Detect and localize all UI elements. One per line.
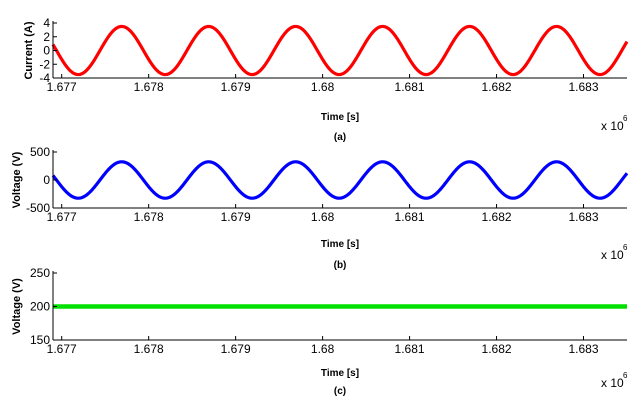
x-tick-label: 1.68 — [311, 342, 335, 356]
x-axis-multiplier: x 10 — [601, 119, 624, 133]
x-tick-label: 1.682 — [482, 210, 512, 224]
x-tick-label: 1.681 — [395, 80, 425, 94]
x-axis-multiplier-exponent: 6 — [623, 243, 628, 252]
series-line-2-1 — [51, 160, 629, 200]
x-axis-label: Time [s] — [321, 239, 359, 250]
y-axis-label: Voltage (V) — [11, 151, 23, 208]
x-tick-label: 1.682 — [482, 80, 512, 94]
x-axis-multiplier: x 10 — [601, 376, 624, 390]
y-tick-label: 250 — [30, 266, 50, 280]
x-axis-multiplier: x 10 — [601, 248, 624, 262]
panel-3: 1.677 1.678 1.679 1.68 1.681 1.682 1.683 150 200… — [11, 266, 628, 397]
y-tick-label: 4 — [43, 16, 50, 30]
y-tick-label: 2 — [43, 30, 50, 44]
y-tick-label: 0 — [43, 44, 50, 58]
y-axis-label: Current (A) — [23, 21, 35, 79]
x-tick-label: 1.679 — [221, 342, 251, 356]
panel-1: 1.677 1.678 1.679 1.68 1.681 1.682 1.683 -4-202… — [23, 16, 629, 143]
panel-caption: (c) — [334, 386, 346, 397]
panel-caption: (b) — [334, 260, 347, 271]
x-axis-label: Time [s] — [321, 368, 359, 379]
x-tick-label: 1.682 — [482, 342, 512, 356]
y-tick-label: -2 — [39, 57, 50, 71]
x-axis-multiplier-exponent: 6 — [623, 371, 628, 380]
x-tick-label: 1.678 — [134, 210, 164, 224]
y-tick-label: 150 — [30, 333, 50, 347]
x-tick-label: 1.679 — [221, 210, 251, 224]
x-tick-label: 1.678 — [134, 80, 164, 94]
series-line-1-1 — [51, 24, 629, 77]
x-tick-label: 1.681 — [395, 342, 425, 356]
y-tick-label: -4 — [39, 71, 50, 85]
x-tick-label: 1.683 — [568, 210, 598, 224]
x-tick-label: 1.677 — [47, 342, 77, 356]
panel-2: 1.677 1.678 1.679 1.68 1.681 1.682 1.683 -500 0 5… — [11, 145, 629, 271]
y-axis-label: Voltage (V) — [11, 278, 23, 335]
y-tick-label: -500 — [26, 201, 50, 215]
x-tick-label: 1.679 — [221, 80, 251, 94]
y-tick-label: 0 — [43, 173, 50, 187]
x-tick-label: 1.68 — [311, 210, 335, 224]
x-tick-label: 1.683 — [568, 342, 598, 356]
x-tick-label: 1.677 — [47, 210, 77, 224]
y-tick-label: 200 — [30, 300, 50, 314]
x-axis-label: Time [s] — [321, 112, 359, 123]
x-axis-multiplier-exponent: 6 — [623, 114, 628, 123]
y-tick-label: 500 — [30, 145, 50, 159]
panel-caption: (a) — [334, 132, 346, 143]
x-tick-label: 1.683 — [568, 80, 598, 94]
x-tick-label: 1.677 — [47, 80, 77, 94]
x-tick-label: 1.678 — [134, 342, 164, 356]
x-tick-label: 1.68 — [311, 80, 335, 94]
x-tick-label: 1.681 — [395, 210, 425, 224]
